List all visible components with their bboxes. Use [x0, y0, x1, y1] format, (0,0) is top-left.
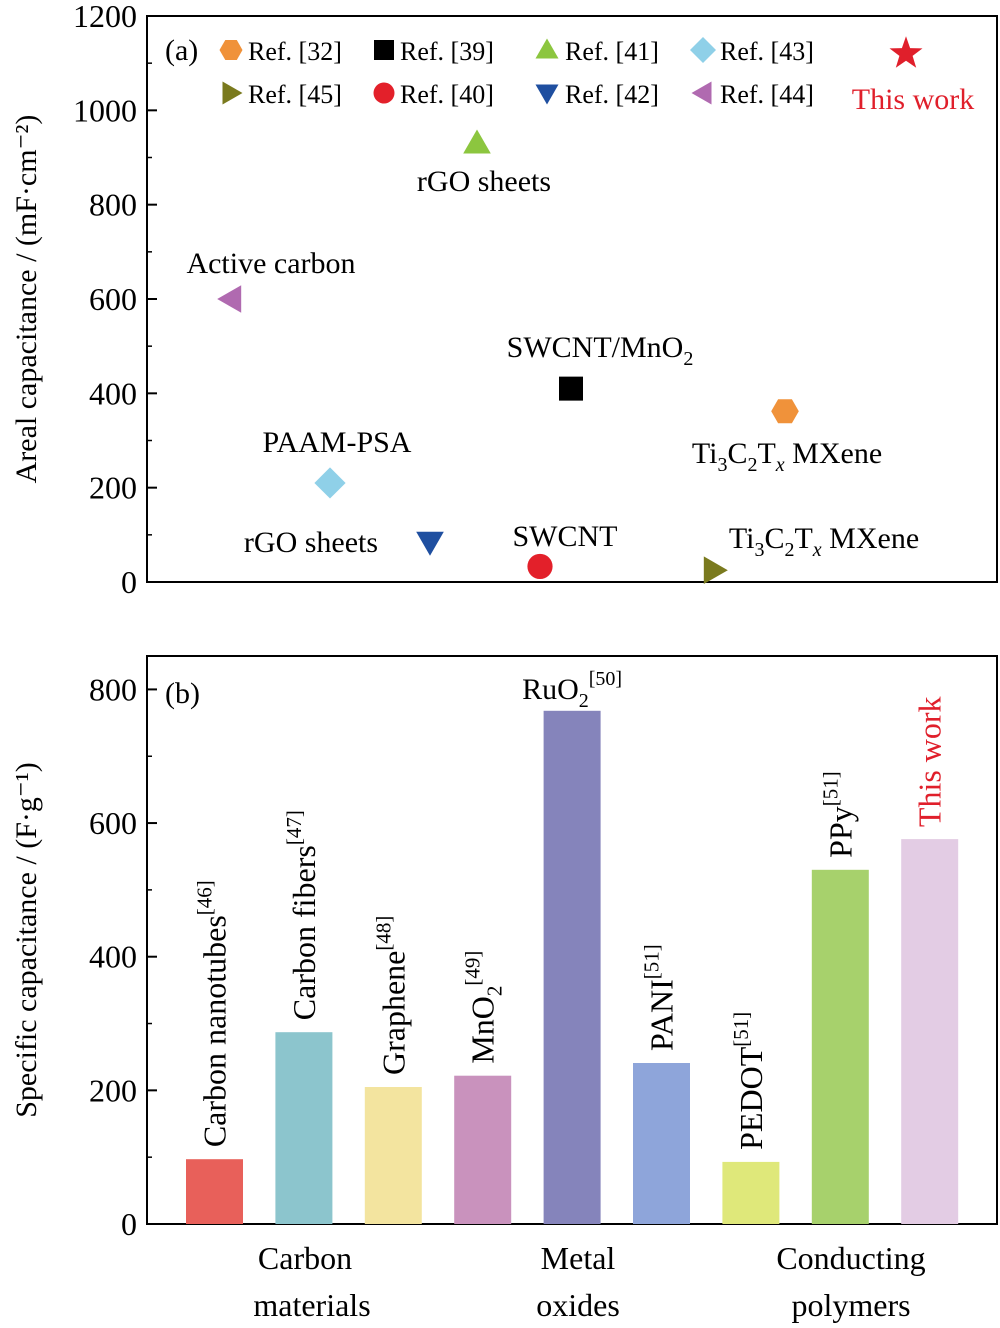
legend-this-work: This work — [852, 83, 975, 116]
label-swcnt-mno2: SWCNT/MnO2 — [507, 331, 694, 370]
panel-b-bars — [186, 710, 959, 1224]
bar-label-graphene: Graphene[48] — [371, 916, 411, 1075]
panel-b-y-tick-label: 600 — [89, 805, 137, 841]
panel-a-y-tick-label: 200 — [89, 470, 137, 506]
group-metal-line1: Metal — [541, 1240, 616, 1276]
panel-b: 0 200 400 600 800 (b) Specific capacitance /… — [10, 655, 998, 1323]
label-active-carbon: Active carbon — [186, 247, 355, 280]
bar-label-pani: PANI[51] — [640, 944, 680, 1051]
legend-marker-ref-39 — [374, 40, 394, 60]
marker-ref-44 — [217, 285, 242, 313]
panel-a-legend: Ref. [32] Ref. [39] Ref. [41] Ref. [43] … — [219, 37, 975, 116]
marker-ref-40 — [527, 553, 553, 580]
bar-label-this-work: This work — [912, 696, 948, 827]
label-swcnt: SWCNT — [513, 520, 618, 553]
legend-ref-41: Ref. [41] — [565, 37, 659, 66]
legend-ref-45: Ref. [45] — [248, 80, 342, 109]
bar-label-carbon-fibers: Carbon fibers[47] — [282, 810, 322, 1020]
bar-graphene — [364, 1087, 422, 1224]
legend-marker-ref-41 — [535, 38, 559, 59]
legend-ref-43: Ref. [43] — [720, 37, 814, 66]
legend-ref-44: Ref. [44] — [720, 80, 814, 109]
panel-b-y-tick-label: 400 — [89, 939, 137, 975]
panel-a-y-tick-label: 1200 — [73, 0, 137, 34]
legend-ref-39: Ref. [39] — [400, 37, 494, 66]
legend-marker-ref-44 — [691, 81, 712, 105]
panel-a-y-axis: 0 200 400 600 800 1000 1200 — [73, 0, 157, 600]
marker-ref-39 — [559, 376, 583, 401]
bar-label-carbon-nanotubes: Carbon nanotubes[46] — [193, 880, 233, 1147]
panel-a-point-labels: rGO sheets Active carbon SWCNT/MnO2 Ti3C… — [186, 165, 919, 561]
panel-a-y-tick-label: 1000 — [73, 92, 137, 128]
label-rgo-sheets-41: rGO sheets — [417, 165, 551, 198]
panel-a-y-tick-label: 600 — [89, 281, 137, 317]
bar-label-pedot: PEDOT[51] — [729, 1012, 769, 1150]
marker-ref-45 — [703, 556, 728, 585]
marker-ref-32 — [771, 399, 799, 424]
label-ti3c2tx-45: Ti3C2Tx MXene — [729, 522, 919, 561]
bar-label-ruo2: RuO2[50] — [522, 668, 622, 712]
legend-marker-ref-40 — [373, 82, 395, 104]
bar-carbon-nanotubes — [186, 1159, 243, 1224]
legend-marker-ref-42 — [535, 84, 559, 105]
marker-ref-43 — [314, 467, 346, 499]
panel-a: 0 200 400 600 800 1000 1200 (a) Areal capacita… — [10, 0, 998, 600]
bar-pedot — [722, 1161, 780, 1224]
panel-a-y-tick-label: 400 — [89, 375, 137, 411]
panel-b-label: (b) — [165, 677, 200, 710]
panel-b-y-axis: 0 200 400 600 800 — [89, 671, 157, 1242]
panel-a-ylabel: Areal capacitance / (mF·cm⁻²) — [10, 115, 43, 484]
panel-a-y-tick-label: 0 — [121, 564, 137, 600]
panel-b-group-labels: Carbon materials Metal oxides Conducting… — [253, 1240, 925, 1323]
panel-b-y-tick-label: 0 — [121, 1206, 137, 1242]
panel-b-ylabel: Specific capacitance / (F·g⁻¹) — [10, 762, 43, 1118]
panel-a-label: (a) — [165, 34, 198, 67]
bar-ruo2 — [543, 710, 601, 1224]
bar-ppy — [811, 869, 869, 1224]
group-polymers-line2: polymers — [791, 1287, 910, 1323]
label-rgo-sheets-42: rGO sheets — [244, 526, 378, 559]
bar-this-work — [901, 839, 959, 1224]
legend-marker-ref-32 — [219, 40, 243, 60]
panel-a-points — [217, 36, 923, 585]
group-metal-line2: oxides — [536, 1287, 620, 1323]
panel-b-y-tick-label: 200 — [89, 1072, 137, 1108]
panel-a-y-tick-label: 800 — [89, 187, 137, 223]
bar-pani — [633, 1063, 690, 1224]
legend-marker-ref-45 — [222, 81, 243, 105]
label-paam-psa: PAAM-PSA — [263, 426, 412, 459]
group-carbon-line1: Carbon — [258, 1240, 352, 1276]
legend-ref-32: Ref. [32] — [248, 37, 342, 66]
bar-label-ppy: PPy[51] — [818, 771, 858, 858]
bar-mno2 — [454, 1075, 512, 1224]
marker-ref-42 — [416, 531, 444, 556]
group-carbon-line2: materials — [253, 1287, 370, 1323]
marker-this-work — [889, 36, 923, 68]
group-polymers-line1: Conducting — [776, 1240, 925, 1276]
legend-ref-42: Ref. [42] — [565, 80, 659, 109]
bar-label-mno2: MnO2[49] — [461, 951, 507, 1064]
legend-ref-40: Ref. [40] — [400, 80, 494, 109]
panel-b-y-tick-label: 800 — [89, 671, 137, 707]
bar-carbon-fibers — [275, 1032, 333, 1224]
legend-marker-ref-43 — [690, 37, 716, 63]
label-ti3c2tx-32: Ti3C2Tx MXene — [692, 437, 882, 476]
marker-ref-41 — [463, 129, 491, 154]
